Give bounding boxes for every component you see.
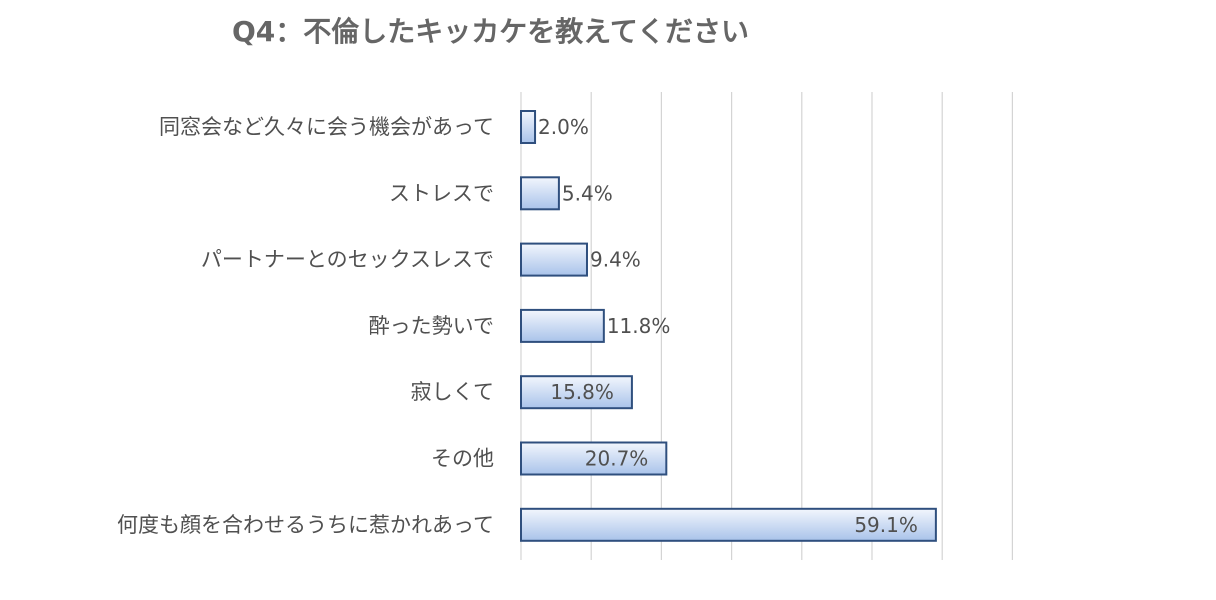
- bar: [520, 110, 537, 144]
- bar: [520, 507, 937, 542]
- data-label: 20.7%: [585, 447, 649, 471]
- category-label: 酔った勢いで: [369, 314, 494, 338]
- category-label: 寂しくて: [411, 380, 494, 404]
- data-label: 2.0%: [538, 115, 589, 139]
- category-label: 何度も顔を合わせるうちに惹かれあって: [117, 513, 494, 537]
- bar: [520, 375, 633, 410]
- labels: 同窓会など久々に会う機会があって 2.0% ストレスで 5.4% パートナーとのセックス…: [117, 115, 918, 537]
- data-label: 5.4%: [562, 181, 613, 205]
- category-label: ストレスで: [389, 181, 494, 205]
- bar: [520, 441, 668, 476]
- bar: [520, 176, 560, 211]
- bar: [520, 308, 605, 343]
- bars: [520, 110, 937, 542]
- category-label: その他: [431, 447, 494, 471]
- bar: [520, 242, 588, 277]
- data-label: 9.4%: [590, 248, 641, 272]
- category-label: 同窓会など久々に会う機会があって: [159, 115, 494, 139]
- chart-title: Q4：不倫したキッカケを教えてください: [232, 15, 750, 48]
- data-label: 59.1%: [854, 513, 918, 537]
- category-label: パートナーとのセックスレスで: [201, 248, 494, 272]
- data-label: 15.8%: [550, 380, 614, 404]
- data-label: 11.8%: [607, 314, 671, 338]
